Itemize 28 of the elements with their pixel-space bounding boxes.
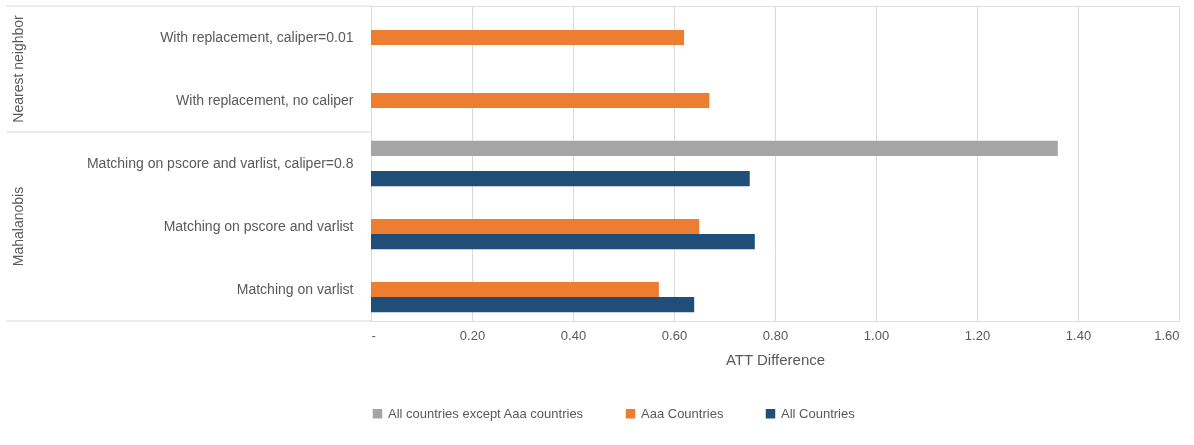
bar bbox=[371, 234, 755, 250]
text: Nearest neighbor bbox=[10, 14, 26, 123]
legend-label: All Countries bbox=[781, 405, 856, 421]
x-tick-label: 1.60 bbox=[1154, 327, 1180, 343]
legend-label: Aaa Countries bbox=[641, 405, 724, 421]
y-tick-label: Matching on pscore and varlist bbox=[163, 217, 354, 234]
y-tick-label: With replacement, no caliper bbox=[176, 91, 354, 108]
bar bbox=[371, 92, 710, 109]
y-tick-label: With replacement, caliper=0.01 bbox=[160, 28, 354, 45]
x-tick-label: 0.80 bbox=[762, 327, 789, 343]
bar bbox=[371, 297, 695, 313]
bar bbox=[371, 218, 700, 235]
x-tick-label: 1.20 bbox=[964, 327, 991, 343]
bar bbox=[371, 29, 685, 46]
legend-label: All countries except Aaa countries bbox=[388, 405, 584, 421]
x-tick-label: 1.00 bbox=[863, 327, 890, 343]
x-tick-label: 1.40 bbox=[1065, 327, 1092, 343]
bar bbox=[371, 140, 1058, 156]
x-tick-label: 0.60 bbox=[661, 327, 688, 343]
x-tick-label: 0.40 bbox=[560, 327, 587, 343]
bar bbox=[371, 281, 659, 298]
x-tick-label: 0.20 bbox=[459, 327, 486, 343]
text: Mahalanobis bbox=[10, 186, 26, 267]
x-axis-title: ATT Difference bbox=[725, 350, 826, 368]
x-tick-label: - bbox=[371, 327, 376, 343]
bar bbox=[371, 171, 750, 187]
y-tick-label: Matching on pscore and varlist, caliper=0.8 bbox=[86, 154, 354, 171]
y-tick-label: Matching on varlist bbox=[236, 280, 354, 297]
